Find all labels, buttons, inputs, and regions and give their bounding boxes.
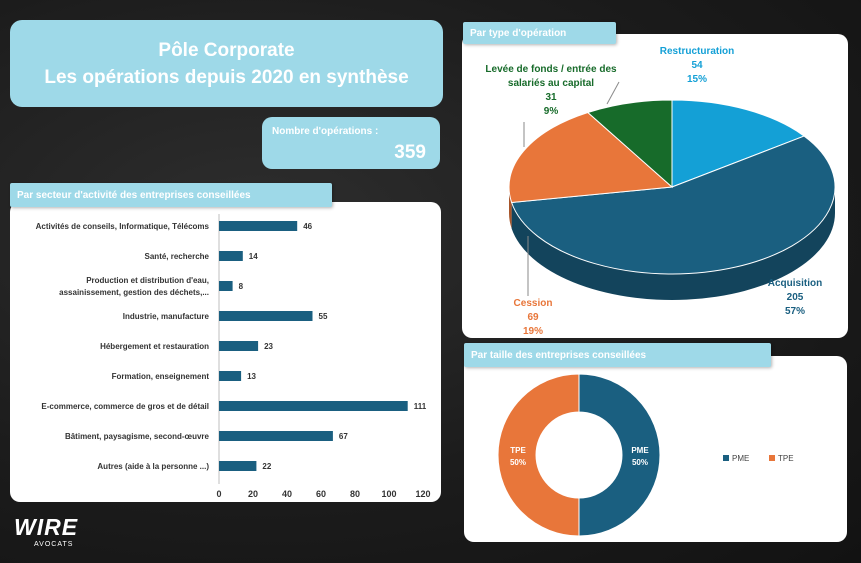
operation-type-title: Par type d'opération <box>470 27 567 39</box>
bar-category-label: assainissement, gestion des déchets,... <box>59 288 209 297</box>
wire-logo: WIRE AVOCATS <box>14 514 79 548</box>
bar-value-label: 23 <box>264 342 273 351</box>
pie-label: Cession <box>514 298 553 309</box>
pie-label: Acquisition <box>768 278 822 289</box>
bar <box>219 221 298 231</box>
donut-label: 50% <box>632 458 648 467</box>
legend-swatch <box>769 455 775 461</box>
x-tick-label: 40 <box>282 489 292 499</box>
sector-bar-panel: Activités de conseils, Informatique, Tél… <box>10 202 441 502</box>
bar-category-label: Activités de conseils, Informatique, Tél… <box>36 222 210 231</box>
company-size-donut-chart: PME 50% TPE 50% PME TPE <box>497 373 794 537</box>
x-tick-label: 100 <box>381 489 396 499</box>
donut-slice <box>578 373 661 537</box>
pie-label: 15% <box>687 74 707 85</box>
company-size-panel: PME 50% TPE 50% PME TPE <box>464 356 847 542</box>
pie-label: 205 <box>787 292 804 303</box>
company-size-header: Par taille des entreprises conseillées <box>464 343 771 367</box>
pie-label: 9% <box>544 106 559 117</box>
pie-label: Levée de fonds / entrée des <box>485 64 617 75</box>
company-size-title: Par taille des entreprises conseillées <box>471 349 647 361</box>
operation-type-header: Par type d'opération <box>463 22 616 44</box>
bar-category-label: Autres (aide à la personne ...) <box>97 462 209 471</box>
pie-slice <box>671 99 806 188</box>
bar-value-label: 22 <box>262 462 271 471</box>
bar-value-label: 67 <box>339 432 348 441</box>
pie-label: salariés au capital <box>508 78 594 89</box>
donut-slice <box>497 373 580 537</box>
leader-line <box>606 81 620 105</box>
bar <box>219 281 233 291</box>
pie-label: 31 <box>545 92 557 103</box>
bar-value-label: 14 <box>249 252 258 261</box>
operation-type-panel: Restructuration 54 15% Acquisition 205 57% Ces… <box>462 34 848 338</box>
bar <box>219 341 259 351</box>
pie-label: 54 <box>691 60 703 71</box>
sector-chart-header: Par secteur d'activité des entreprises c… <box>10 183 332 207</box>
pie-slice <box>508 111 674 204</box>
operations-count-value: 359 <box>394 142 426 163</box>
bar <box>219 461 257 471</box>
bar-value-label: 111 <box>414 402 427 411</box>
page-title: Pôle Corporate <box>158 39 295 61</box>
bar <box>219 371 242 381</box>
donut-label: 50% <box>510 458 526 467</box>
sector-bar-chart: Activités de conseils, Informatique, Tél… <box>36 214 431 499</box>
bar-category-label: Bâtiment, paysagisme, second-œuvre <box>65 432 210 441</box>
operations-count-card: Nombre d'opérations : 359 <box>262 117 440 169</box>
pie-label: Restructuration <box>660 46 734 57</box>
x-tick-label: 20 <box>248 489 258 499</box>
x-tick-label: 60 <box>316 489 326 499</box>
donut-label: PME <box>631 446 649 455</box>
bar-category-label: Santé, recherche <box>145 252 210 261</box>
pie-label: 19% <box>523 326 543 337</box>
bar-value-label: 55 <box>319 312 328 321</box>
pie-slice <box>586 99 673 189</box>
bar-category-label: Formation, enseignement <box>112 372 210 381</box>
bar-value-label: 46 <box>303 222 312 231</box>
legend-label: PME <box>732 454 749 463</box>
pie-label: 69 <box>527 312 539 323</box>
pie-slice-side <box>511 187 835 300</box>
x-tick-label: 80 <box>350 489 360 499</box>
bar <box>219 401 408 411</box>
x-tick-label: 0 <box>216 489 221 499</box>
operations-count-label: Nombre d'opérations : <box>272 126 379 137</box>
bar <box>219 311 313 321</box>
legend-label: TPE <box>778 454 794 463</box>
pie-label: 57% <box>785 306 805 317</box>
donut-label: TPE <box>510 446 526 455</box>
title-banner: Pôle Corporate Les opérations depuis 202… <box>10 20 443 107</box>
bar-value-label: 8 <box>239 282 244 291</box>
bar <box>219 431 333 441</box>
sector-chart-title: Par secteur d'activité des entreprises c… <box>17 189 251 201</box>
bar-category-label: Hébergement et restauration <box>100 342 209 351</box>
operation-type-pie-chart: Restructuration 54 15% Acquisition 205 57% Ces… <box>485 46 836 337</box>
x-tick-label: 120 <box>415 489 430 499</box>
pie-slice <box>510 135 836 275</box>
legend-swatch <box>723 455 729 461</box>
page-subtitle: Les opérations depuis 2020 en synthèse <box>44 66 409 88</box>
logo-sub: AVOCATS <box>34 541 74 548</box>
bar <box>219 251 243 261</box>
bar-category-label: E-commerce, commerce de gros et de détai… <box>41 402 209 411</box>
bar-category-label: Industrie, manufacture <box>123 312 210 321</box>
bar-value-label: 13 <box>247 372 256 381</box>
logo-brand: WIRE <box>14 514 79 540</box>
bar-category-label: Production et distribution d'eau, <box>86 276 209 285</box>
